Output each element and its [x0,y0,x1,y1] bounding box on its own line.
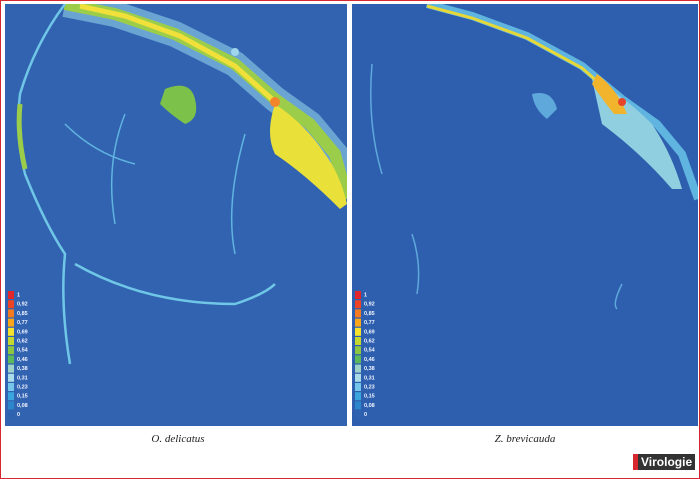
legend-swatch [355,337,361,345]
legend-swatch [355,373,361,382]
legend-swatch [355,327,361,336]
legend-label: 0,31 [17,375,28,381]
legend-swatch [8,364,14,373]
legend-label: 0,15 [17,394,28,400]
legend-label: 0,77 [17,320,28,326]
legend-swatch [355,392,361,401]
legend-swatch [8,346,14,355]
legend-label: 0 [364,412,367,418]
legend-swatch [355,410,361,419]
legend-label: 0,92 [17,302,28,308]
legend-label: 0,08 [364,403,375,409]
legend-swatch [8,355,14,364]
legend-swatch [8,392,14,401]
legend-label: 0,15 [364,394,375,400]
legend-swatch [355,300,361,309]
legend-swatch [8,300,14,309]
legend-label: 0,62 [17,338,28,344]
legend-label: 0,54 [364,348,376,354]
legend-swatch [8,291,14,299]
legend-label: 0 [17,412,20,418]
legend-label: 0,08 [17,403,28,409]
legend-swatch [8,337,14,345]
legend-swatch [8,410,14,419]
legend: 1 0,92 0,85 0,77 0,69 0,62 0,54 0,46 0,38 0,31 0,2… [355,291,376,419]
legend-swatch [355,309,361,318]
legend-label: 0,31 [364,375,375,381]
legend-swatch [355,364,361,373]
legend-label: 0,23 [17,384,28,390]
legend-label: 0,69 [17,329,28,335]
legend-label: 0,46 [364,357,375,363]
map-panel: 1 0,92 0,85 0,77 0,69 0,62 0,54 0,46 0,38 0,31 0,2… [352,4,698,426]
legend-swatch [355,401,361,410]
legend-label: 1 [364,292,367,298]
legend-swatch [8,309,14,318]
legend-swatch [355,291,361,299]
legend-label: 0,54 [17,348,29,354]
legend-swatch [8,318,14,327]
logo: Virologie [633,454,696,470]
legend-swatch [8,383,14,391]
legend-label: 0,62 [364,338,375,344]
legend-label: 0,23 [364,384,375,390]
legend-swatch [8,401,14,410]
legend-label: 0,46 [17,357,28,363]
legend-swatch [355,383,361,391]
legend-label: 0,85 [364,311,375,317]
legend-label: 0,38 [364,366,375,372]
legend-label: 1 [17,292,20,298]
legend-label: 0,92 [364,302,375,308]
legend: 1 0,92 0,85 0,77 0,69 0,62 0,54 0,46 0,38 0,31 0,2… [8,291,29,419]
map-caption: Z. brevicauda [494,433,556,445]
legend-swatch [355,318,361,327]
legend-swatch [8,373,14,382]
legend-swatch [355,346,361,355]
legend-label: 0,38 [17,366,28,372]
legend-swatch [8,327,14,336]
map-panel: 1 0,92 0,85 0,77 0,69 0,62 0,54 0,46 0,38 0,31 0,2… [5,4,347,426]
legend-label: 0,69 [364,329,375,335]
legend-label: 0,77 [364,320,375,326]
legend-label: 0,85 [17,311,28,317]
legend-swatch [355,355,361,364]
map-caption: O. delicatus [151,433,205,445]
